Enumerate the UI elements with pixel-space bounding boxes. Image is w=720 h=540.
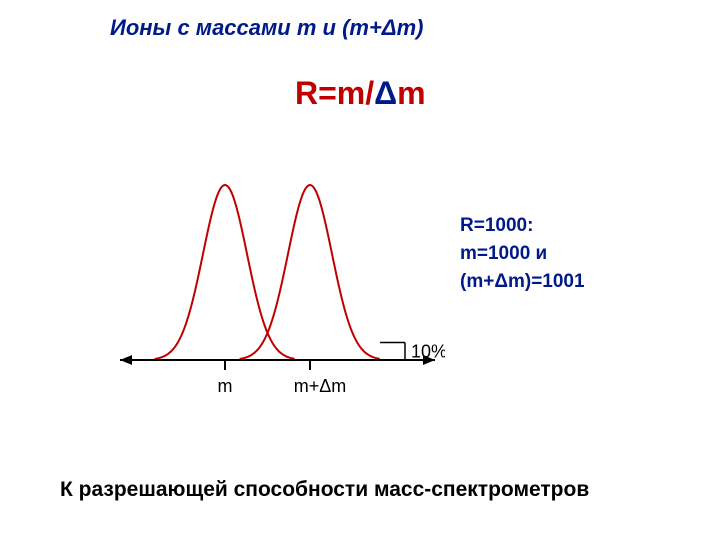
peaks-chart: m m+Δm 10% — [105, 150, 445, 410]
axis-arrow-left — [120, 355, 132, 365]
formula-delta: Δ — [374, 75, 397, 111]
formula-prefix: R=m/ — [295, 75, 374, 111]
peak-1-curve — [155, 185, 295, 359]
resolution-annotation: R=1000: m=1000 и (m+Δm)=1001 — [460, 215, 585, 293]
annot-line3: (m+Δm)=1001 — [460, 271, 585, 293]
tick-label-m: m — [218, 376, 233, 396]
tick-label-mdm: m+Δm — [294, 376, 347, 396]
tenpct-label: 10% — [411, 341, 445, 361]
peak-2-curve — [240, 185, 380, 359]
title-text: Ионы с массами m и (m+Δm) — [110, 15, 423, 41]
resolution-formula: R=m/Δm — [295, 75, 426, 112]
footer-text: К разрешающей способности масс-спектроме… — [60, 478, 589, 502]
formula-suffix: m — [397, 75, 425, 111]
annot-line2: m=1000 и — [460, 243, 585, 265]
annot-line1: R=1000: — [460, 215, 585, 237]
